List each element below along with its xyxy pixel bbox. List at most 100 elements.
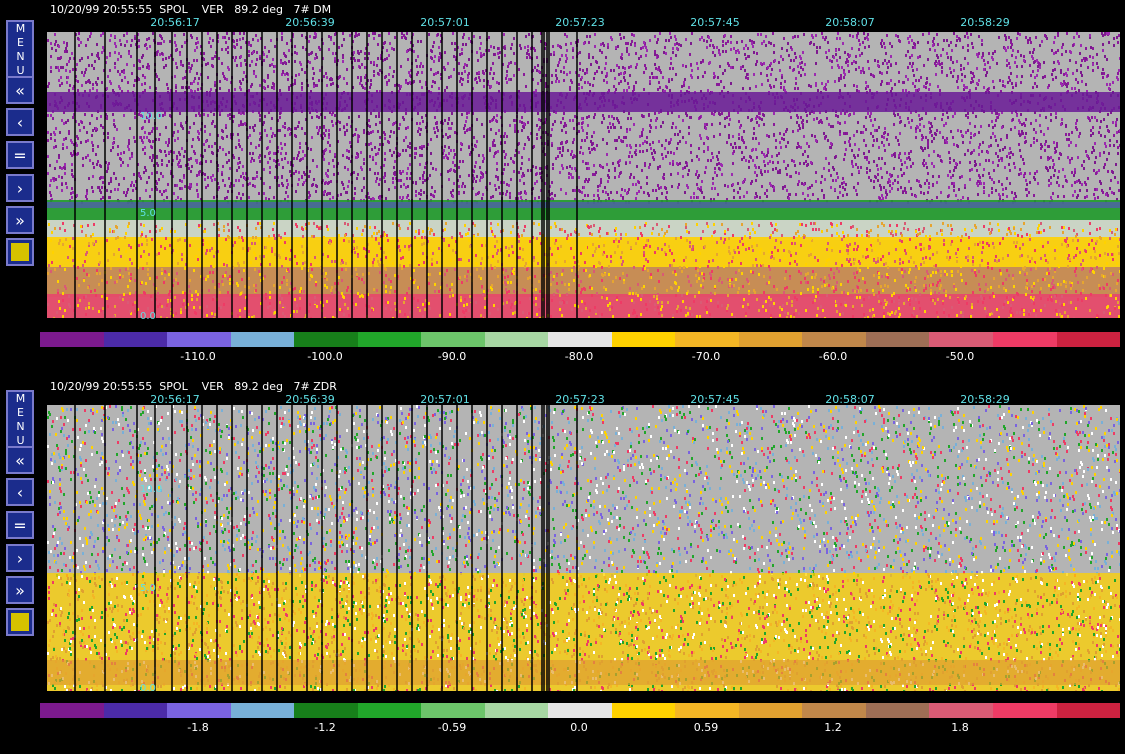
time-label: 20:58:29 [960, 16, 1010, 29]
colorbar-label: -0.59 [437, 721, 467, 734]
panel-header: 10/20/99 20:55:55 SPOL VER 89.2 deg 7# Z… [50, 380, 337, 393]
colorbar-segment [802, 332, 866, 347]
y-axis-label: 0.0 [140, 311, 156, 322]
speckle-layer [47, 32, 1120, 204]
colorbar-segment [40, 332, 104, 347]
colorbar-segment [865, 703, 930, 718]
step-forward-button[interactable]: › [6, 174, 34, 202]
echo-band [47, 660, 1120, 685]
colorbar-segment [802, 703, 866, 718]
echo-band [47, 92, 1120, 112]
colorbar-segment [230, 703, 295, 718]
colorbar-segment [675, 332, 739, 347]
colorbar-segment [294, 332, 358, 347]
menu-button[interactable]: MENU [6, 390, 34, 450]
zdr-colorbar [40, 703, 1121, 718]
time-axis: 20:56:17 20:56:39 20:57:01 20:57:23 20:5… [0, 16, 1125, 30]
colorbar-segment [611, 703, 676, 718]
colorbar-segment [992, 332, 1057, 347]
colorbar-segment [1056, 703, 1121, 718]
colorbar-segment [675, 703, 739, 718]
colorbar-segment [484, 332, 549, 347]
step-back-button[interactable]: ‹ [6, 108, 34, 136]
dm-panel: MENU « ‹ = › » 10/20/99 20:55:55 SPOL VE… [0, 3, 1125, 364]
time-label: 20:56:39 [285, 393, 335, 406]
step-forward-button[interactable]: › [6, 544, 34, 572]
colorbar-label: -100.0 [307, 350, 343, 363]
colorbar-segment [484, 703, 549, 718]
echo-band [47, 202, 1120, 208]
y-axis-label: 5.0 [140, 583, 156, 594]
colorbar-label: 1.8 [951, 721, 969, 734]
colorbar-segment [167, 703, 231, 718]
zdr-plot-area[interactable] [47, 405, 1120, 691]
step-back-button[interactable]: ‹ [6, 478, 34, 506]
colorbar-segment [865, 332, 930, 347]
colorbar-label: -1.2 [314, 721, 336, 734]
colorbar-segment [992, 703, 1057, 718]
time-axis: 20:56:17 20:56:39 20:57:01 20:57:23 20:5… [0, 393, 1125, 407]
dm-plot-area[interactable] [47, 32, 1120, 318]
colorbar-segment [103, 703, 168, 718]
time-label: 20:58:29 [960, 393, 1010, 406]
colorbar-segment [929, 703, 993, 718]
colorbar-label: 1.2 [824, 721, 842, 734]
color-toggle-button[interactable] [6, 238, 34, 266]
menu-label: MENU [14, 22, 27, 78]
time-label: 20:56:17 [150, 16, 200, 29]
colorbar-segment [103, 332, 168, 347]
y-axis-label: 10.0 [140, 484, 163, 495]
forward-fast-button[interactable]: » [6, 576, 34, 604]
colorbar-label: -50.0 [945, 350, 975, 363]
menu-button[interactable]: MENU [6, 20, 34, 80]
ray-gap-lines [74, 32, 578, 318]
ray-gap-lines [74, 405, 578, 691]
dm-radar-image [47, 32, 1120, 318]
time-label: 20:57:45 [690, 393, 740, 406]
colorbar-label: 0.0 [570, 721, 588, 734]
time-label: 20:57:01 [420, 393, 470, 406]
color-swatch-icon [11, 243, 29, 261]
colorbar-label: -110.0 [180, 350, 216, 363]
colorbar-label: -1.8 [187, 721, 209, 734]
colorbar-segment [357, 703, 422, 718]
colorbar-segment [421, 332, 485, 347]
color-swatch-icon [11, 613, 29, 631]
dm-colorbar [40, 332, 1121, 347]
speckle-layer [47, 222, 1120, 318]
zdr-panel: MENU « ‹ = › » 10/20/99 20:55:55 SPOL VE… [0, 377, 1125, 754]
forward-fast-button[interactable]: » [6, 206, 34, 234]
colorbar-label: -70.0 [691, 350, 721, 363]
time-label: 20:56:39 [285, 16, 335, 29]
colorbar-segment [357, 332, 422, 347]
rewind-fast-button[interactable]: « [6, 446, 34, 474]
speckle-layer [47, 405, 1120, 577]
colorbar-segment [421, 703, 485, 718]
colorbar-segment [548, 332, 612, 347]
colorbar-segment [40, 703, 104, 718]
echo-band [47, 220, 1120, 240]
colorbar-segment [738, 332, 803, 347]
colorbar-segment [611, 332, 676, 347]
colorbar-segment [929, 332, 993, 347]
colorbar-segment [548, 703, 612, 718]
colorbar-label: -90.0 [437, 350, 467, 363]
panel-header: 10/20/99 20:55:55 SPOL VER 89.2 deg 7# D… [50, 3, 332, 16]
colorbar-segment [167, 332, 231, 347]
colorbar-label: -60.0 [818, 350, 848, 363]
colorbar-segment [738, 703, 803, 718]
time-label: 20:57:23 [555, 393, 605, 406]
echo-band [47, 237, 1120, 267]
colorbar-segment [230, 332, 295, 347]
stop-button[interactable]: = [6, 141, 34, 169]
zdr-radar-image [47, 405, 1120, 691]
stop-button[interactable]: = [6, 511, 34, 539]
zdr-colorbar-labels: -1.8 -1.2 -0.59 0.0 0.59 1.2 1.8 [40, 721, 1120, 735]
y-axis-label: 10.0 [140, 111, 163, 122]
time-label: 20:57:45 [690, 16, 740, 29]
dm-colorbar-labels: -110.0 -100.0 -90.0 -80.0 -70.0 -60.0 -5… [40, 350, 1120, 364]
color-toggle-button[interactable] [6, 608, 34, 636]
rewind-fast-button[interactable]: « [6, 76, 34, 104]
y-axis-label: 0.0 [140, 683, 156, 694]
menu-label: MENU [14, 392, 27, 448]
